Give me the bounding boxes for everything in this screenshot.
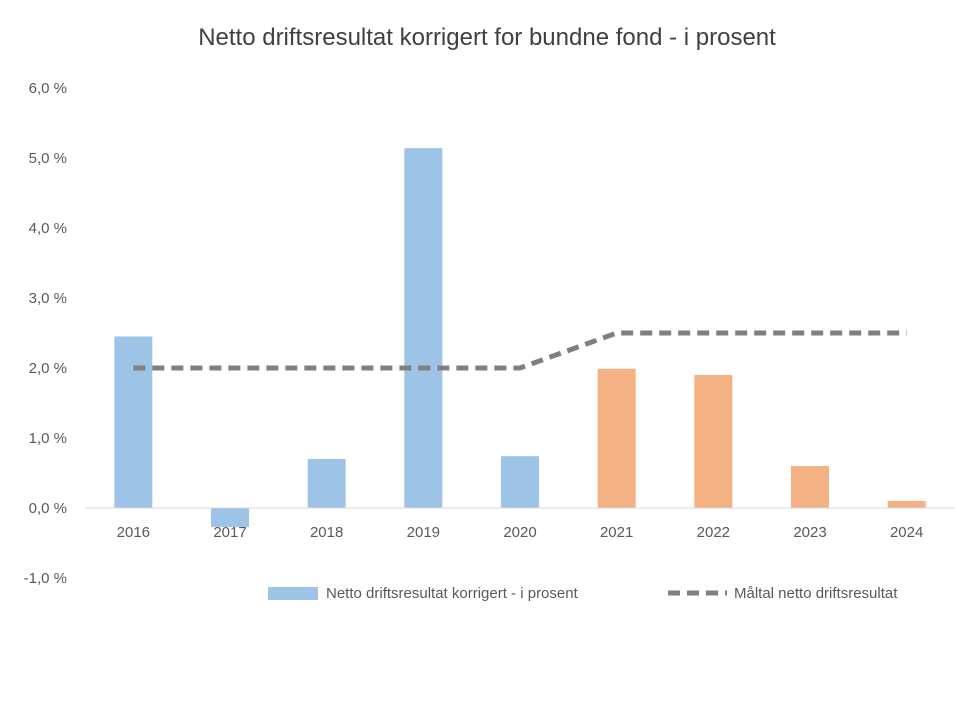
bar-2016 [114, 336, 153, 508]
bar-2021 [597, 368, 636, 508]
y-tick-label: 2,0 % [29, 360, 67, 377]
y-tick-label: 3,0 % [29, 290, 67, 307]
bar-2017 [211, 508, 249, 527]
legend: Netto driftsresultat korrigert - i prose… [268, 585, 898, 602]
x-tick-label: 2022 [697, 524, 730, 541]
chart-title: Netto driftsresultat korrigert for bundn… [198, 24, 776, 51]
bar-2019 [404, 148, 443, 508]
x-tick-label: 2024 [890, 524, 923, 541]
x-tick-label: 2023 [793, 524, 826, 541]
x-tick-label: 2018 [310, 524, 343, 541]
y-tick-label: 4,0 % [29, 220, 67, 237]
line-layer [133, 330, 907, 371]
target-line [133, 330, 907, 371]
legend-label-line: Måltal netto driftsresultat [734, 585, 898, 602]
x-tick-label: 2020 [503, 524, 536, 541]
bar-2023 [791, 466, 829, 508]
y-tick-label: 1,0 % [29, 430, 67, 447]
y-tick-label: 6,0 % [29, 80, 67, 97]
bars-layer [114, 148, 926, 527]
x-tick-label: 2019 [407, 524, 440, 541]
axis-layer: 6,0 % 5,0 % 4,0 % 3,0 % 2,0 % 1,0 % 0,0 % -1,0 … [24, 80, 955, 587]
y-tick-label: 5,0 % [29, 150, 67, 167]
legend-label-bar: Netto driftsresultat korrigert - i prose… [326, 585, 579, 602]
bar-2024 [887, 501, 926, 508]
x-tick-label: 2021 [600, 524, 633, 541]
x-tick-label: 2016 [117, 524, 150, 541]
x-tick-label: 2017 [213, 524, 246, 541]
bar-2022 [694, 375, 733, 508]
bar-2020 [501, 456, 539, 508]
y-tick-label: -1,0 % [24, 570, 67, 587]
legend-swatch-bar [268, 587, 318, 600]
y-tick-label: 0,0 % [29, 500, 67, 517]
bar-2018 [307, 459, 346, 508]
